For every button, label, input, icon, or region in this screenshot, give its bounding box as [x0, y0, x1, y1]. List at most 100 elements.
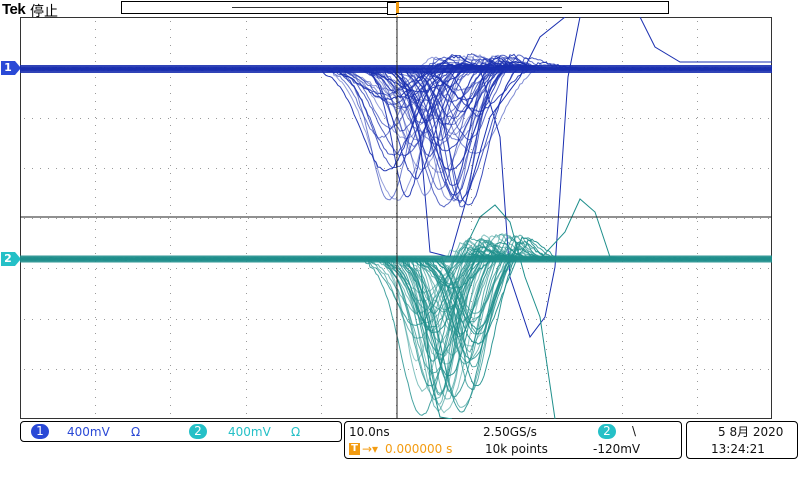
grid-dot	[170, 101, 171, 102]
grid-dot	[622, 205, 623, 206]
grid-dot	[546, 213, 547, 214]
grid-dot	[728, 118, 729, 119]
grid-dot	[471, 381, 472, 382]
grid-dot	[344, 118, 345, 119]
grid-dot	[344, 218, 345, 219]
grid-dot	[622, 141, 623, 142]
grid-dot	[336, 319, 337, 320]
grid-dot	[321, 101, 322, 102]
grid-dot	[200, 268, 201, 269]
grid-dot	[400, 168, 401, 169]
grid-dot	[752, 168, 753, 169]
grid-dot	[384, 268, 385, 269]
timebase-trigger-panel[interactable]: 10.0ns 2.50GS/s 2 \ T →▾ 0.000000 s 10k …	[344, 421, 682, 459]
grid-dot	[528, 268, 529, 269]
grid-dot	[246, 173, 247, 174]
grid-dot	[288, 118, 289, 119]
grid-dot	[264, 268, 265, 269]
grid-dot	[112, 168, 113, 169]
grid-dot	[552, 369, 553, 370]
grid-dot	[246, 373, 247, 374]
ch1-ground-marker[interactable]: 1	[1, 61, 21, 75]
grid-dot	[170, 237, 171, 238]
grid-dot	[336, 168, 337, 169]
grid-dot	[272, 319, 273, 320]
ch1-badge[interactable]: 1	[31, 424, 49, 439]
ch2-badge[interactable]: 2	[189, 424, 207, 439]
grid-dot	[32, 118, 33, 119]
grid-dot	[112, 218, 113, 219]
time-display: 13:24:21	[711, 442, 765, 456]
grid-dot	[80, 118, 81, 119]
grid-dot	[697, 333, 698, 334]
trigger-slope-icon: \	[632, 424, 637, 438]
grid-dot	[688, 369, 689, 370]
grid-dot	[216, 168, 217, 169]
grid-dot	[424, 369, 425, 370]
grid-dot	[697, 85, 698, 86]
grid-dot	[697, 29, 698, 30]
trigger-source-badge[interactable]: 2	[598, 424, 616, 439]
grid-dot	[600, 268, 601, 269]
grid-dot	[704, 118, 705, 119]
grid-dot	[176, 118, 177, 119]
grid-dot	[622, 37, 623, 38]
grid-dot	[456, 118, 457, 119]
grid-dot	[728, 369, 729, 370]
grid-dot	[160, 118, 161, 119]
grid-dot	[408, 168, 409, 169]
grid-dot	[592, 218, 593, 219]
grid-dot	[697, 381, 698, 382]
grid-dot	[552, 168, 553, 169]
grid-dot	[112, 118, 113, 119]
grid-dot	[546, 125, 547, 126]
grid-dot	[320, 168, 321, 169]
grid-dot	[72, 118, 73, 119]
grid-dot	[656, 168, 657, 169]
grid-dot	[546, 93, 547, 94]
grid-dot	[96, 218, 97, 219]
grid-dot	[80, 218, 81, 219]
grid-dot	[488, 118, 489, 119]
grid-dot	[622, 341, 623, 342]
grid-dot	[720, 118, 721, 119]
grid-dot	[200, 118, 201, 119]
grid-dot	[95, 229, 96, 230]
grid-dot	[600, 218, 601, 219]
grid-dot	[160, 268, 161, 269]
grid-dot	[520, 369, 521, 370]
grid-dot	[712, 118, 713, 119]
grid-dot	[280, 268, 281, 269]
grid-dot	[672, 319, 673, 320]
grid-dot	[736, 218, 737, 219]
grid-dot	[622, 309, 623, 310]
channel-readout-panel[interactable]: 1 400mV Ω 2 400mV Ω	[20, 421, 342, 442]
grid-dot	[321, 373, 322, 374]
grid-dot	[736, 319, 737, 320]
grid-dot	[321, 109, 322, 110]
grid-dot	[488, 218, 489, 219]
grid-dot	[321, 93, 322, 94]
ch2-ground-marker[interactable]: 2	[1, 252, 21, 266]
grid-dot	[471, 109, 472, 110]
grid-dot	[328, 118, 329, 119]
grid-dot	[546, 333, 547, 334]
grid-dot	[576, 168, 577, 169]
grid-dot	[321, 357, 322, 358]
grid-dot	[32, 369, 33, 370]
grid-dot	[95, 77, 96, 78]
grid-dot	[96, 319, 97, 320]
grid-dot	[95, 221, 96, 222]
grid-dot	[321, 229, 322, 230]
waveform-graticule[interactable]	[20, 17, 772, 419]
grid-dot	[440, 118, 441, 119]
grid-dot	[320, 268, 321, 269]
grid-dot	[272, 369, 273, 370]
grid-dot	[480, 168, 481, 169]
grid-dot	[246, 61, 247, 62]
grid-dot	[176, 268, 177, 269]
record-position-bar[interactable]	[121, 1, 669, 15]
grid-dot	[170, 133, 171, 134]
grid-dot	[471, 389, 472, 390]
grid-dot	[240, 268, 241, 269]
